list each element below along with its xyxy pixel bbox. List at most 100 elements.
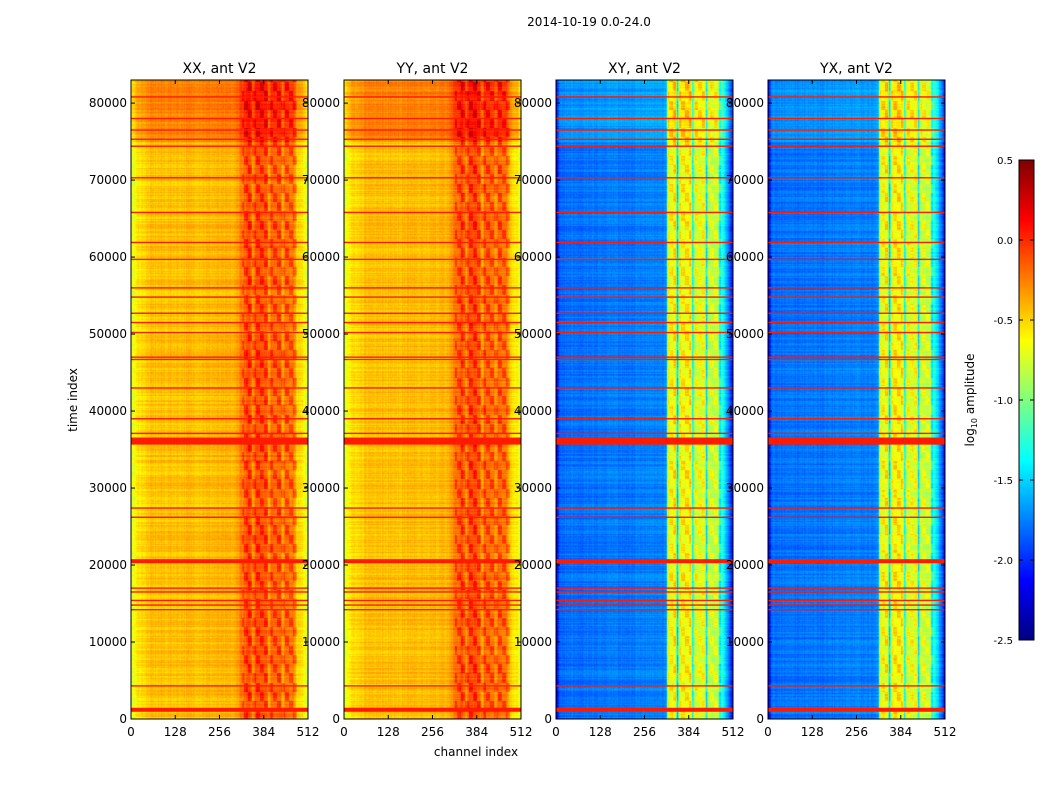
colorbar-segment [1019,243,1034,245]
colorbar-segment [1019,557,1034,559]
flagged-row [768,96,945,98]
colorbar-segment [1019,291,1034,293]
flagged-row [131,129,308,131]
colorbar-segment [1019,165,1034,167]
colorbar-segment [1019,637,1034,639]
colorbar-segment [1019,163,1034,165]
colorbar-segment [1019,621,1034,623]
colorbar-segment [1019,457,1034,459]
colorbar-segment [1019,224,1034,226]
y-tick-label: 10000 [514,635,552,649]
colorbar-segment [1019,256,1034,258]
colorbar-segment [1019,565,1034,567]
colorbar-segment [1019,220,1034,222]
y-tick-label: 50000 [302,327,340,341]
colorbar-segment [1019,233,1034,235]
colorbar-segment [1019,198,1034,200]
flagged-row [556,437,733,442]
colorbar-segment [1019,474,1034,476]
colorbar-segment [1019,446,1034,448]
y-tick-label: 30000 [514,481,552,495]
colorbar-segment [1019,254,1034,256]
colorbar-segment [1019,312,1034,314]
colorbar-tick-label: -1.0 [993,396,1013,407]
y-tick-label: 30000 [89,481,127,495]
colorbar-segment [1019,418,1034,420]
colorbar-segment [1019,592,1034,594]
colorbar-segment [1019,419,1034,421]
flagged-row [344,432,521,435]
colorbar-segment [1019,618,1034,620]
flagged-row [344,321,521,324]
colorbar-segment [1019,211,1034,213]
panel-title: XY, ant V2 [608,61,681,77]
flagged-row [344,96,521,98]
flagged-row [131,258,308,261]
colorbar-segment [1019,330,1034,332]
colorbar-segment [1019,601,1034,603]
colorbar-segment [1019,356,1034,358]
y-tick-label: 10000 [726,635,764,649]
colorbar-segment [1019,404,1034,406]
colorbar-segment [1019,168,1034,170]
y-tick-label: 20000 [514,558,552,572]
flagged-row [768,296,945,298]
flagged-row [768,387,945,389]
flagged-row [131,418,308,420]
colorbar-segment [1019,247,1034,249]
colorbar-segment [1019,414,1034,416]
y-tick-label: 70000 [514,173,552,187]
colorbar-segment [1019,593,1034,595]
flagged-row [344,587,521,589]
colorbar-segment [1019,422,1034,424]
colorbar-tick-label: 0.5 [997,156,1013,167]
colorbar-segment [1019,631,1034,633]
flagged-row [344,331,521,334]
flagged-row [556,418,733,420]
colorbar-segment [1019,259,1034,261]
x-tick-label: 384 [465,725,488,739]
colorbar-segment [1019,611,1034,613]
y-tick-label: 40000 [514,404,552,418]
colorbar-segment [1019,353,1034,355]
flagged-row [344,440,521,445]
colorbar-segment [1019,430,1034,432]
colorbar-segment [1019,279,1034,281]
colorbar-segment [1019,541,1034,543]
colorbar-segment [1019,500,1034,502]
colorbar-segment [1019,574,1034,576]
y-tick-label: 20000 [726,558,764,572]
colorbar-segment [1019,339,1034,341]
colorbar-segment [1019,487,1034,489]
colorbar-segment [1019,338,1034,340]
colorbar-segment [1019,197,1034,199]
y-tick-label: 10000 [89,635,127,649]
colorbar-segment [1019,317,1034,319]
colorbar-segment [1019,283,1034,285]
flagged-row [131,241,308,244]
colorbar-segment [1019,606,1034,608]
colorbar-segment [1019,529,1034,531]
y-tick-label: 60000 [514,250,552,264]
colorbar-segment [1019,533,1034,535]
colorbar-segment [1019,594,1034,596]
flagged-row [768,591,945,593]
y-tick-label: 80000 [302,96,340,110]
colorbar-segment [1019,573,1034,575]
colorbar-segment [1019,603,1034,605]
colorbar-segment [1019,504,1034,506]
colorbar-segment [1019,473,1034,475]
flagged-row [768,437,945,442]
colorbar-segment [1019,374,1034,376]
colorbar-segment [1019,239,1034,241]
colorbar-segment [1019,170,1034,172]
flagged-row [768,145,945,147]
flagged-row [131,96,308,98]
colorbar-segment [1019,181,1034,183]
colorbar-segment [1019,468,1034,470]
colorbar-segment [1019,466,1034,468]
colorbar-segment [1019,426,1034,428]
colorbar-segment [1019,402,1034,404]
colorbar-segment [1019,377,1034,379]
flagged-row [556,685,733,687]
